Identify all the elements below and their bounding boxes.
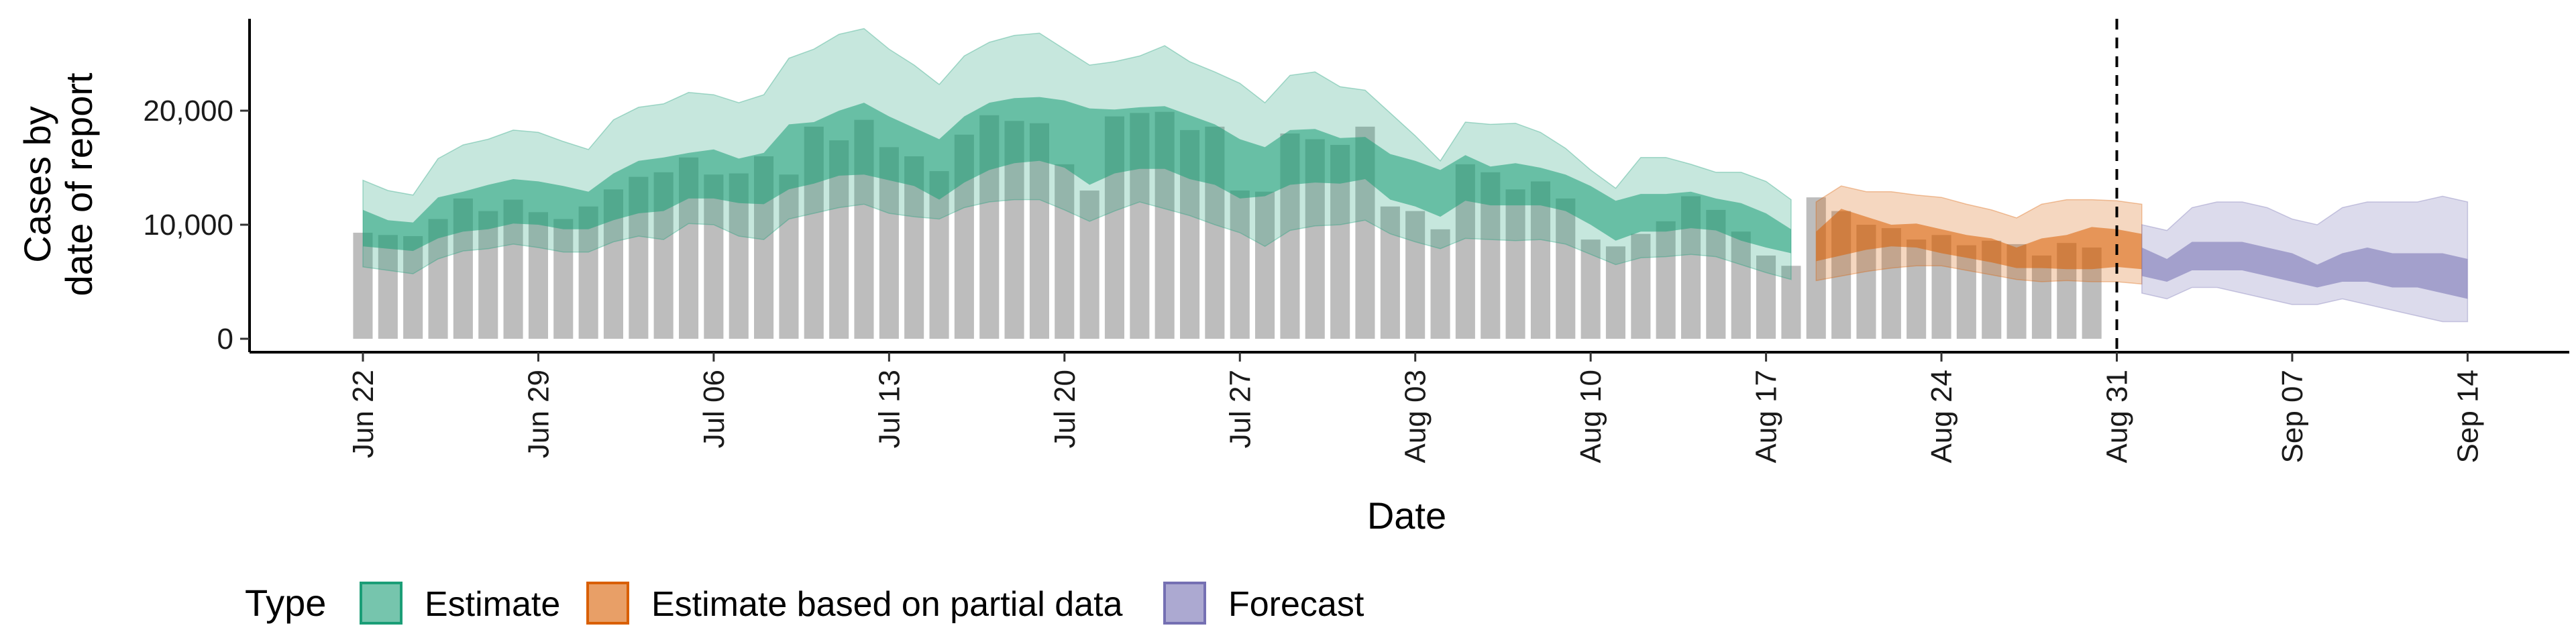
case-bar xyxy=(553,219,574,339)
legend-label: Forecast xyxy=(1228,585,1364,624)
case-bar xyxy=(1079,191,1099,339)
estimate-inner-band xyxy=(363,97,1791,254)
x-axis-title: Date xyxy=(1367,494,1446,537)
case-bar xyxy=(403,236,423,339)
legend-title: Type xyxy=(245,582,326,624)
x-tick-label: Aug 24 xyxy=(1925,370,1958,463)
case-bar xyxy=(478,211,498,339)
case-bar xyxy=(1055,164,1075,339)
case-bar xyxy=(378,235,398,339)
case-bar xyxy=(1605,246,1625,339)
case-bar xyxy=(1781,266,1801,339)
x-tick-label: Aug 17 xyxy=(1750,370,1783,463)
case-bar xyxy=(704,174,724,339)
case-bar xyxy=(2031,255,2051,339)
x-tick-label: Jul 27 xyxy=(1224,370,1256,448)
x-ticks-layer: Jun 22 Jun 29 Jul 06 Jul 13 Jul 20 Jul 27 Aug … xyxy=(347,352,2484,463)
case-bar xyxy=(1405,211,1426,339)
y-tick-label: 0 xyxy=(217,323,233,356)
case-bar xyxy=(1230,191,1250,339)
case-bar xyxy=(1430,229,1450,339)
case-bar xyxy=(1556,198,1576,339)
case-bar xyxy=(779,174,799,339)
case-bar xyxy=(1756,255,1776,339)
case-bar xyxy=(528,212,548,339)
case-bar xyxy=(1907,239,1927,339)
estimate-based-on-partial-data-inner-band xyxy=(1816,209,2142,270)
y-axis-title-line1: Cases by xyxy=(16,106,58,262)
legend-label: Estimate based on partial data xyxy=(651,585,1123,624)
legend-swatch xyxy=(360,582,402,625)
case-bar xyxy=(353,232,373,339)
x-tick-label: Jul 13 xyxy=(873,370,906,448)
y-tick-label: 20,000 xyxy=(143,95,233,127)
case-bar xyxy=(1530,181,1550,339)
case-bar xyxy=(1580,239,1601,339)
x-tick-label: Jun 29 xyxy=(522,370,555,458)
case-bar xyxy=(1380,206,1400,339)
legend-label: Estimate xyxy=(425,585,560,624)
x-tick-label: Jul 06 xyxy=(698,370,731,448)
bands-layer xyxy=(362,28,2469,323)
x-tick-label: Jul 20 xyxy=(1049,370,1081,448)
x-tick-label: Aug 31 xyxy=(2101,370,2134,463)
legend-swatch xyxy=(586,582,629,625)
x-tick-label: Sep 14 xyxy=(2451,370,2484,463)
y-tick-label: 10,000 xyxy=(143,209,233,241)
x-tick-label: Aug 03 xyxy=(1399,370,1432,463)
axes-layer xyxy=(248,19,2569,354)
forecast-inner-band xyxy=(2141,241,2468,299)
x-tick-label: Jun 22 xyxy=(347,370,380,458)
case-bar xyxy=(1656,221,1676,339)
case-bar xyxy=(1255,191,1275,339)
y-ticks-layer: 0 10,000 20,000 xyxy=(143,95,250,356)
case-bar xyxy=(1631,233,1651,339)
x-tick-label: Aug 10 xyxy=(1574,370,1607,463)
case-bar xyxy=(1505,189,1525,339)
y-axis-title-line2: date of report xyxy=(58,72,100,297)
legend: Type Estimate Estimate based on partial d… xyxy=(245,581,1364,625)
case-bar xyxy=(1956,245,1976,339)
case-bar xyxy=(1806,197,1826,339)
legend-swatch xyxy=(1163,582,1206,625)
x-tick-label: Sep 07 xyxy=(2276,370,2309,463)
case-bar xyxy=(1731,231,1751,339)
